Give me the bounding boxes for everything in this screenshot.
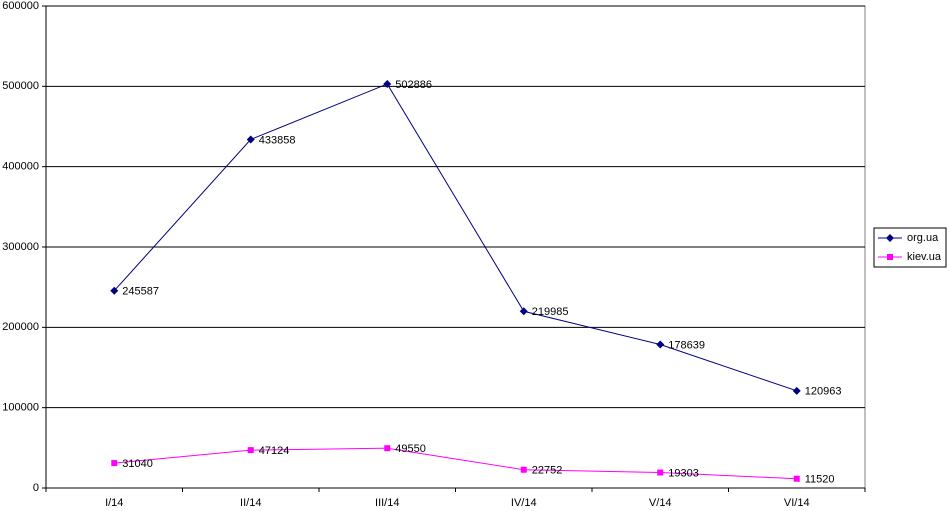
- point: [383, 80, 392, 89]
- y-tick-label: 500000: [2, 80, 39, 92]
- y-tick-label: 0: [33, 482, 39, 494]
- data-label: 178639: [668, 339, 705, 351]
- y-tick-label: 400000: [2, 161, 39, 173]
- x-tick-label: V/14: [649, 497, 672, 509]
- data-label: 433858: [259, 134, 296, 146]
- data-label: 49550: [395, 443, 426, 455]
- x-tick-label: III/14: [375, 497, 399, 509]
- data-label: 31040: [122, 458, 153, 470]
- legend-label: org.ua: [907, 232, 939, 244]
- series-line: [113, 83, 797, 392]
- x-tick-label: I/14: [105, 497, 123, 509]
- data-label: 19303: [668, 467, 699, 479]
- point: [657, 469, 664, 476]
- point: [793, 475, 800, 482]
- x-tick-label: II/14: [240, 497, 261, 509]
- series-line: [114, 447, 797, 480]
- legend-box: [873, 227, 947, 268]
- point: [792, 386, 801, 395]
- x-tick-label: IV/14: [511, 497, 537, 509]
- point: [384, 445, 391, 452]
- data-label: 219985: [532, 306, 569, 318]
- point: [519, 307, 528, 316]
- point: [111, 460, 118, 467]
- point: [247, 447, 254, 454]
- data-label: 11520: [805, 474, 835, 486]
- data-label: 245587: [122, 286, 159, 298]
- point: [656, 340, 665, 349]
- point: [887, 254, 893, 260]
- y-tick-label: 100000: [2, 402, 39, 414]
- y-tick-label: 600000: [2, 0, 39, 12]
- point: [886, 234, 894, 242]
- data-label: 47124: [259, 445, 290, 457]
- x-tick-label: VI/14: [784, 497, 810, 509]
- y-tick-label: 200000: [2, 321, 39, 333]
- data-label: 120963: [805, 386, 842, 398]
- point: [110, 286, 119, 295]
- point: [520, 466, 527, 473]
- legend-label: kiev.ua: [907, 251, 942, 263]
- data-label: 502886: [395, 79, 432, 91]
- y-tick-label: 300000: [2, 241, 39, 253]
- point: [246, 135, 255, 144]
- data-label: 22752: [532, 465, 563, 477]
